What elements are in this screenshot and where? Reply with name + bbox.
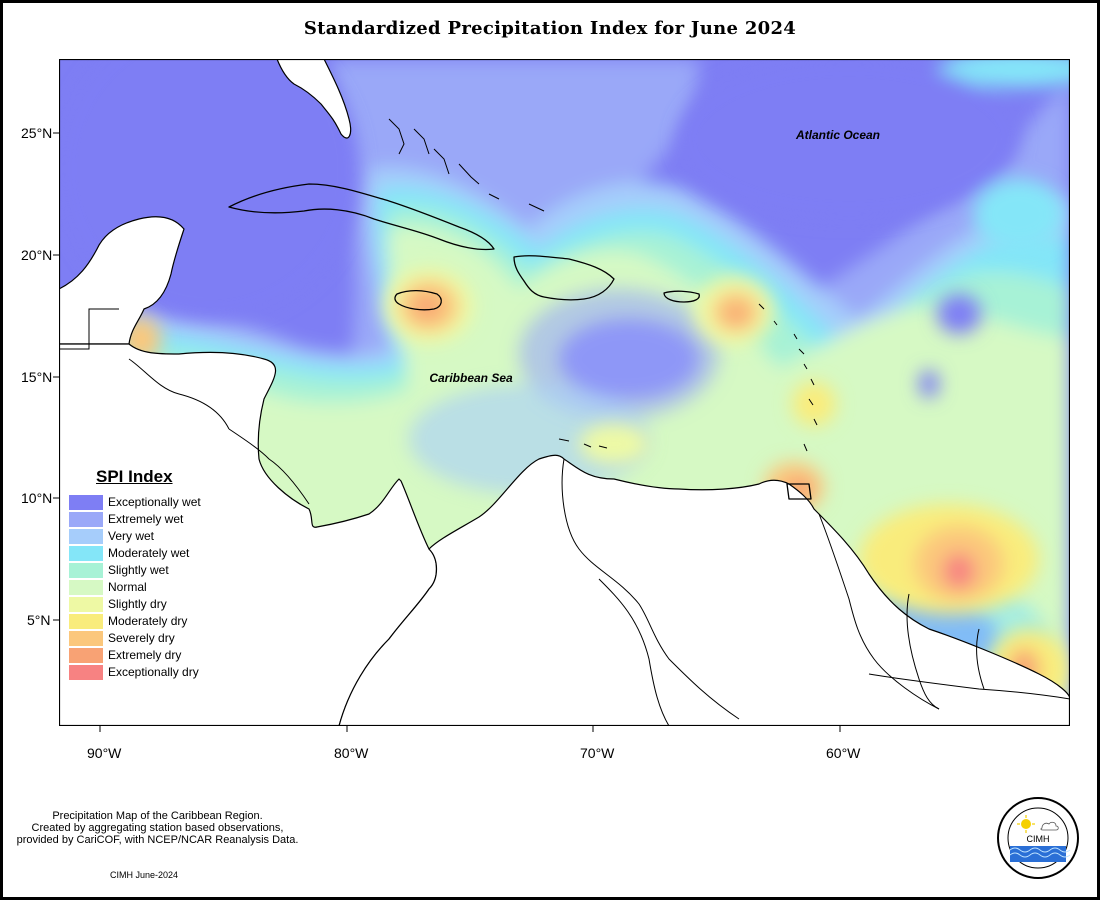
island-bahamas-3 <box>433 148 450 175</box>
legend-swatch <box>69 614 103 629</box>
spi-pocket-wet-atlantic-s <box>919 370 939 398</box>
border-colombia-south <box>598 578 670 726</box>
island-hispaniola <box>513 255 615 301</box>
spi-pocket-exceptionally-wet-atlantic <box>679 59 1019 219</box>
legend-row: Severely dry <box>69 630 219 647</box>
border-central-2 <box>228 428 310 505</box>
legend-row: Moderately dry <box>69 613 219 630</box>
legend-row: Slightly dry <box>69 596 219 613</box>
legend-swatch <box>69 563 103 578</box>
spi-pocket-mod-wet-top <box>939 59 1070 87</box>
legend-label: Very wet <box>108 529 155 543</box>
legend-row: Moderately wet <box>69 545 219 562</box>
legend-label: Moderately wet <box>108 546 190 560</box>
y-tick-15n: 15°N <box>21 369 53 385</box>
x-tick-60w: 60°W <box>826 745 861 761</box>
spi-pocket-extremely-wet-caribbean <box>519 289 719 419</box>
y-tick-20n: 20°N <box>21 247 53 263</box>
legend-row: Extremely wet <box>69 511 219 528</box>
y-tick-10n: 10°N <box>21 490 53 506</box>
island-puerto-rico <box>663 290 700 303</box>
legend-label: Exceptionally wet <box>108 495 201 509</box>
caption-line-1: Precipitation Map of the Caribbean Regio… <box>52 810 263 822</box>
island-lesser-antilles <box>758 303 818 452</box>
legend-row: Normal <box>69 579 219 596</box>
spi-pocket-very-wet-caribbean <box>409 384 649 494</box>
legend-swatch <box>69 529 103 544</box>
border-suriname-fg <box>976 628 985 690</box>
legend-swatch <box>69 631 103 646</box>
legend-swatch <box>69 597 103 612</box>
border-mexico-guatemala <box>59 308 119 350</box>
label-caribbean-sea: Caribbean Sea <box>429 371 513 385</box>
spi-dry-virgin-core <box>726 305 746 323</box>
legend-swatch <box>69 648 103 663</box>
legend-row: Slightly wet <box>69 562 219 579</box>
spi-dry-jamaica-core <box>413 295 441 319</box>
island-bahamas-6 <box>528 203 545 212</box>
map-border <box>59 59 1070 726</box>
legend: Exceptionally wet Extremely wet Very wet Mo… <box>69 494 219 681</box>
y-tick-5n: 5°N <box>27 612 51 628</box>
x-tick-70w: 70°W <box>580 745 615 761</box>
legend-row: Extremely dry <box>69 647 219 664</box>
island-bahamas-4 <box>458 163 480 185</box>
legend-swatch <box>69 546 103 561</box>
legend-label: Moderately dry <box>108 614 188 628</box>
x-tick-90w: 90°W <box>87 745 122 761</box>
spi-dry-aruba <box>579 424 649 464</box>
spi-dry-windward <box>792 382 836 426</box>
island-jamaica <box>394 289 442 311</box>
border-colombia-venezuela <box>561 458 740 720</box>
legend-label: Exceptionally dry <box>108 665 199 679</box>
spi-pocket-wet-atlantic-e <box>937 294 981 334</box>
island-abc <box>558 438 608 449</box>
island-bahamas-5 <box>488 193 500 200</box>
legend-label: Normal <box>108 580 147 594</box>
border-venezuela-guyana <box>818 513 940 710</box>
legend-swatch <box>69 495 103 510</box>
legend-label: Slightly wet <box>108 563 169 577</box>
waves-icon <box>1009 847 1071 858</box>
border-guyana-suriname <box>906 593 940 710</box>
caption-line-3: provided by CariCOF, with NCEP/NCAR Rean… <box>16 834 299 846</box>
map-caption: Precipitation Map of the Caribbean Regio… <box>0 810 315 846</box>
land-south-america <box>338 454 1070 726</box>
legend-title: SPI Index <box>96 467 173 486</box>
cimh-logo: CIMH <box>997 797 1079 879</box>
legend-label: Extremely wet <box>108 512 184 526</box>
island-bahamas-2 <box>413 128 430 155</box>
legend-label: Slightly dry <box>108 597 167 611</box>
caption-line-2: Created by aggregating station based obs… <box>31 822 284 834</box>
legend-label: Severely dry <box>108 631 175 645</box>
legend-row: Exceptionally wet <box>69 494 219 511</box>
legend-row: Exceptionally dry <box>69 664 219 681</box>
spi-map: Atlantic Ocean Caribbean Sea <box>59 59 1070 726</box>
border-central-1 <box>128 358 230 430</box>
legend-swatch <box>69 580 103 595</box>
border-guyana-brazil <box>868 673 1070 700</box>
sun-icon <box>1021 819 1031 829</box>
legend-swatch <box>69 665 103 680</box>
map-title: Standardized Precipitation Index for Jun… <box>303 18 797 39</box>
legend-swatch <box>69 512 103 527</box>
legend-row: Very wet <box>69 528 219 545</box>
cloud-icon <box>1040 821 1059 831</box>
land-florida <box>276 59 352 139</box>
x-tick-80w: 80°W <box>334 745 369 761</box>
island-trinidad <box>786 483 812 500</box>
logo-text: CIMH <box>1027 834 1050 844</box>
y-tick-25n: 25°N <box>21 125 53 141</box>
spi-dry-guyana-core <box>943 553 975 589</box>
island-cuba <box>228 183 495 251</box>
credit-text: CIMH June-2024 <box>110 870 179 880</box>
legend-label: Extremely dry <box>108 648 182 662</box>
island-bahamas-1 <box>388 118 405 155</box>
label-atlantic-ocean: Atlantic Ocean <box>795 128 880 142</box>
spi-pocket-mod-wet-atlantic-ne <box>974 179 1064 249</box>
